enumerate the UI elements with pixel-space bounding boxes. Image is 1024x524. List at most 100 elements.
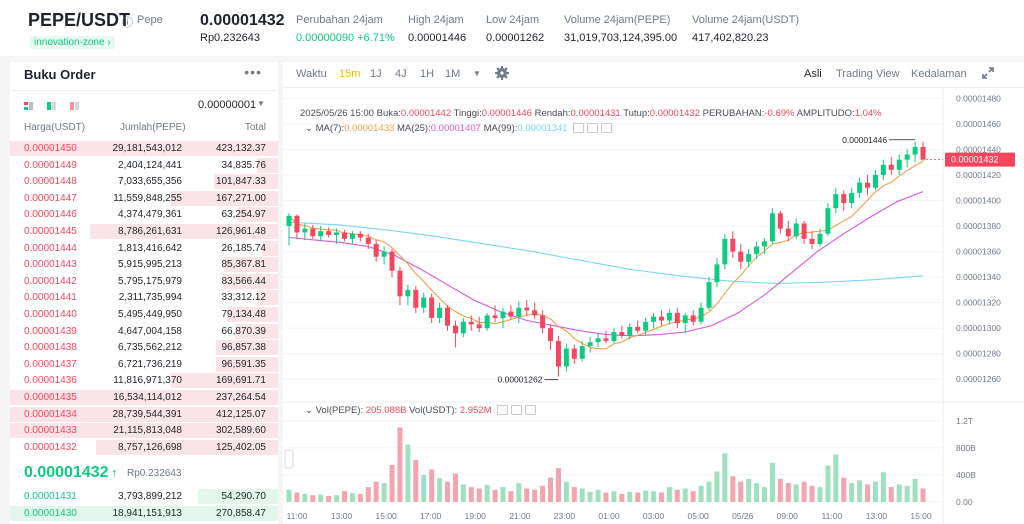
visibility-icon[interactable] bbox=[573, 123, 585, 133]
volume-bar bbox=[904, 485, 910, 502]
bid-row[interactable]: 0.00001430 18,941,151,913 270,858.47 bbox=[10, 505, 278, 522]
view-trading-view[interactable]: Trading View bbox=[836, 68, 900, 80]
ask-row[interactable]: 0.00001438 6,735,562,212 96,857.38 bbox=[10, 339, 278, 356]
collapse-icon[interactable]: ⌄ bbox=[305, 123, 313, 134]
volume-bar bbox=[801, 481, 807, 502]
ask-row[interactable]: 0.00001450 29,181,543,012 423,132.37 bbox=[10, 140, 278, 157]
candle-body bbox=[658, 316, 664, 321]
candle-body bbox=[349, 233, 355, 239]
volume-bar bbox=[405, 444, 411, 502]
ask-row[interactable]: 0.00001441 2,311,735,994 33,312.12 bbox=[10, 289, 278, 306]
ask-row[interactable]: 0.00001436 11,816,971,370 169,691.71 bbox=[10, 372, 278, 389]
time-tick-label: 09:00 bbox=[777, 511, 799, 521]
ask-row[interactable]: 0.00001444 1,813,416,642 26,185.74 bbox=[10, 240, 278, 257]
header-total: Total bbox=[244, 122, 266, 133]
ask-row[interactable]: 0.00001447 11,559,848,255 167,271.00 bbox=[10, 190, 278, 207]
price-chart[interactable]: 0.00001480 0.00001460 0.00001440 0.00001420… bbox=[283, 62, 1024, 524]
volume-bar bbox=[302, 493, 308, 502]
ask-row[interactable]: 0.00001440 5,495,449,950 79,134.48 bbox=[10, 306, 278, 323]
market-header: PEPE/USDT ⓘ Pepe innovation-zone › 0.000… bbox=[0, 0, 1024, 56]
ask-row[interactable]: 0.00001445 8,786,261,631 126,961.48 bbox=[10, 223, 278, 240]
candle-body bbox=[793, 223, 799, 237]
depth-bar bbox=[224, 257, 278, 273]
interval-1h[interactable]: 1H bbox=[420, 68, 435, 80]
price-tick-label: 0.00001340 bbox=[956, 272, 1001, 282]
volume-bar bbox=[587, 491, 593, 502]
header-amount: Jumlah(PEPE) bbox=[120, 122, 186, 133]
view-asks-icon[interactable] bbox=[70, 102, 79, 110]
ask-row[interactable]: 0.00001432 8,757,126,698 125,402.05 bbox=[10, 439, 278, 456]
ask-row[interactable]: 0.00001433 21,115,813,048 302,589.60 bbox=[10, 422, 278, 439]
ask-row[interactable]: 0.00001434 28,739,544,391 412,125.07 bbox=[10, 406, 278, 423]
interval-1j[interactable]: 1J bbox=[370, 68, 382, 80]
ask-amount: 28,739,544,391 bbox=[112, 408, 182, 420]
info-icon[interactable]: ⓘ bbox=[122, 17, 133, 29]
volume-bar bbox=[762, 487, 767, 502]
ask-row[interactable]: 0.00001449 2,404,124,441 34,835.76 bbox=[10, 157, 278, 174]
ask-total: 423,132.37 bbox=[215, 143, 266, 154]
depth-bar bbox=[257, 290, 278, 306]
ask-row[interactable]: 0.00001437 6,721,736,219 96,591.35 bbox=[10, 356, 278, 373]
ask-row[interactable]: 0.00001443 5,915,995,213 85,367.81 bbox=[10, 256, 278, 273]
ask-row[interactable]: 0.00001442 5,795,175,979 83,566.44 bbox=[10, 273, 278, 290]
volume-bar bbox=[413, 460, 419, 502]
expand-icon[interactable] bbox=[981, 66, 995, 80]
time-tick-label: 05/26 bbox=[732, 511, 754, 521]
view-kedalaman[interactable]: Kedalaman bbox=[911, 68, 967, 80]
stat-label: Volume 24jam(PEPE) bbox=[564, 14, 671, 26]
close-icon[interactable] bbox=[525, 405, 537, 415]
price-tick-label: 0.00001420 bbox=[956, 170, 1001, 180]
ask-row[interactable]: 0.00001439 4,647,004,158 66,870.39 bbox=[10, 323, 278, 340]
ask-row[interactable]: 0.00001446 4,374,479,361 63,254.97 bbox=[10, 206, 278, 223]
depth-bar bbox=[171, 373, 278, 389]
close-icon[interactable] bbox=[601, 123, 613, 133]
ask-total: 101,847.33 bbox=[215, 176, 266, 188]
arrow-up-icon: ↑ bbox=[111, 465, 118, 480]
volume-bar bbox=[611, 491, 617, 502]
candle-body bbox=[524, 307, 530, 311]
ask-price: 0.00001447 bbox=[24, 192, 77, 204]
interval-15m[interactable]: 15m bbox=[339, 68, 361, 80]
time-tick-label: 13:00 bbox=[331, 511, 353, 521]
settings-icon[interactable] bbox=[587, 123, 599, 133]
order-book: Buku Order ••• 0.00000001 ▼ Harga(USDT) … bbox=[10, 62, 278, 524]
settings-icon[interactable] bbox=[511, 405, 523, 415]
ask-row[interactable]: 0.00001448 7,033,655,356 101,847.33 bbox=[10, 173, 278, 190]
more-intervals-icon[interactable]: ▼ bbox=[473, 69, 481, 78]
bid-row[interactable]: 0.00001431 3,793,899,212 54,290.70 bbox=[10, 488, 278, 505]
tick-size-select[interactable]: 0.00000001 bbox=[198, 99, 257, 111]
volume-bar bbox=[437, 478, 443, 502]
candle-body bbox=[508, 311, 514, 317]
view-asli[interactable]: Asli bbox=[804, 68, 822, 80]
zone-badge[interactable]: innovation-zone › bbox=[30, 36, 115, 49]
ask-total: 167,271.00 bbox=[215, 192, 266, 204]
volume-bar bbox=[326, 495, 332, 502]
volume-bar bbox=[785, 483, 791, 502]
more-dots-icon[interactable]: ••• bbox=[244, 64, 262, 80]
interval-4j[interactable]: 4J bbox=[395, 68, 407, 80]
gear-icon[interactable] bbox=[495, 66, 509, 80]
ask-price: 0.00001436 bbox=[24, 375, 77, 387]
caret-down-icon[interactable]: ▼ bbox=[257, 99, 265, 108]
ask-total: 302,589.60 bbox=[215, 425, 266, 437]
candle-body bbox=[825, 208, 831, 234]
ask-row[interactable]: 0.00001435 16,534,114,012 237,264.54 bbox=[10, 389, 278, 406]
order-book-title: Buku Order bbox=[24, 67, 96, 82]
pair-symbol[interactable]: PEPE/USDT bbox=[28, 10, 131, 30]
volume-bar bbox=[714, 471, 720, 502]
volume-bar bbox=[825, 465, 831, 502]
volume-bar bbox=[754, 483, 760, 502]
interval-1m[interactable]: 1M bbox=[445, 68, 461, 80]
collapse-icon[interactable]: ⌄ bbox=[305, 405, 313, 416]
view-bids-icon[interactable] bbox=[47, 102, 56, 110]
candle-body bbox=[849, 192, 855, 204]
ma7-line bbox=[288, 161, 924, 350]
volume-bar bbox=[920, 488, 926, 502]
volume-bar bbox=[460, 484, 466, 502]
volume-bar bbox=[635, 492, 641, 502]
visibility-icon[interactable] bbox=[497, 405, 509, 415]
volume-bar bbox=[310, 495, 316, 502]
ask-total: 85,367.81 bbox=[221, 259, 267, 271]
volume-bar bbox=[286, 489, 292, 502]
view-both-icon[interactable] bbox=[24, 102, 33, 110]
